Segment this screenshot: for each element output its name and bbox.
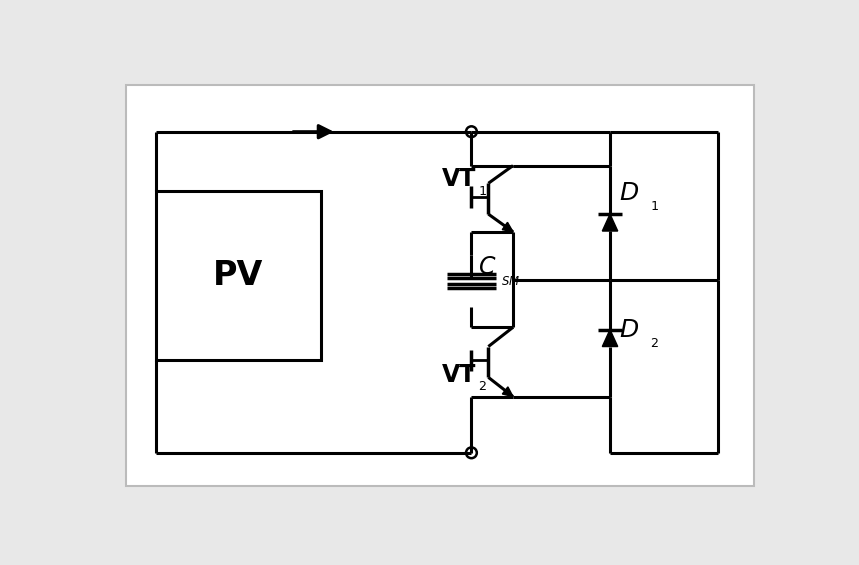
Text: $D$: $D$ <box>619 181 639 205</box>
Text: VT: VT <box>442 363 477 387</box>
Polygon shape <box>503 387 513 397</box>
Text: $_1$: $_1$ <box>650 195 659 213</box>
Polygon shape <box>503 222 513 232</box>
Text: VT: VT <box>442 167 477 192</box>
Text: $D$: $D$ <box>619 318 639 342</box>
Text: $_1$: $_1$ <box>478 180 487 198</box>
Text: $C$: $C$ <box>478 255 496 279</box>
Text: $_2$: $_2$ <box>478 375 486 393</box>
Text: $_{SM}$: $_{SM}$ <box>501 270 520 288</box>
Bar <box>155 191 321 360</box>
Text: $_2$: $_2$ <box>650 332 659 350</box>
Polygon shape <box>602 214 618 231</box>
Text: PV: PV <box>213 259 264 292</box>
Polygon shape <box>602 329 618 346</box>
